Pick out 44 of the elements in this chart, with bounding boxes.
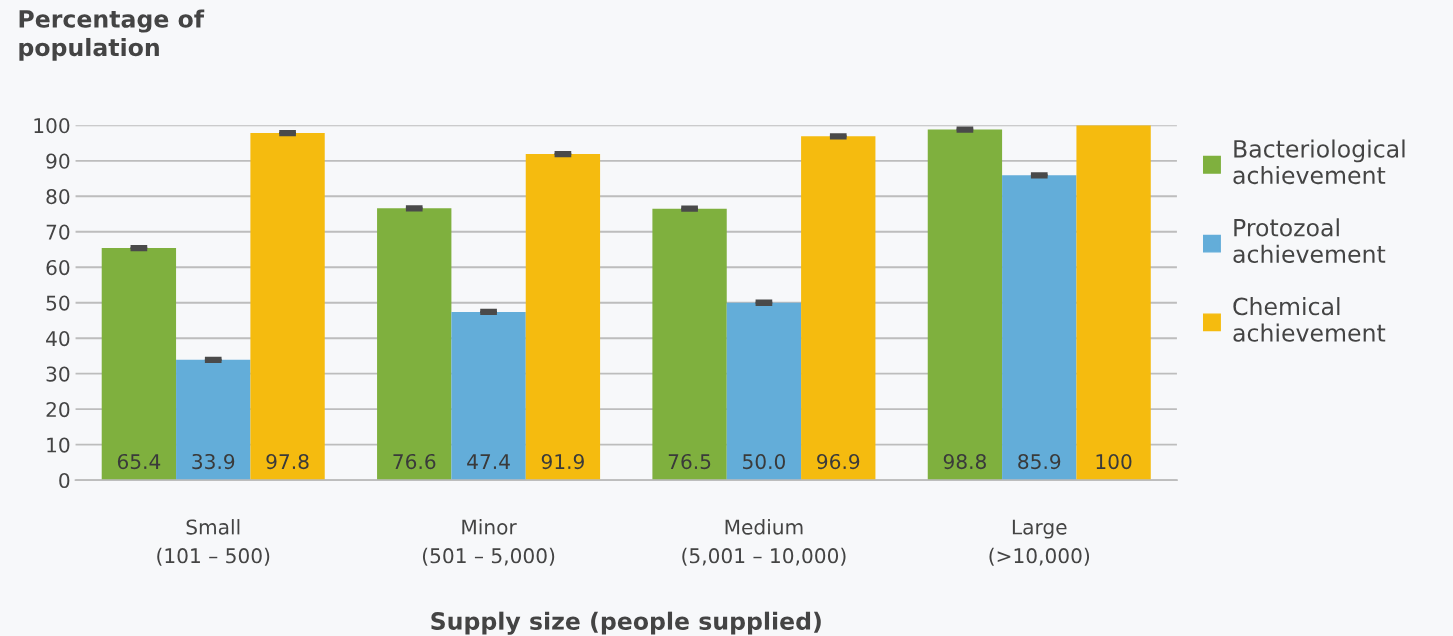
- bar: [1002, 175, 1077, 481]
- bar: [525, 154, 601, 481]
- legend-label: Protozoal achievement: [1233, 218, 1386, 263]
- bar: [101, 248, 177, 481]
- bar: [927, 129, 1003, 481]
- bar: [801, 136, 876, 481]
- text: 50.0: [743, 453, 785, 470]
- y-tick-label: 30: [46, 366, 70, 382]
- y-tick-label: 100: [34, 118, 70, 134]
- y-tick-label: 40: [46, 330, 70, 347]
- x-tick-label: Large (>10,000): [989, 519, 1090, 566]
- x-tick-label: Medium (5,001 – 10,000): [682, 519, 846, 566]
- text: 76.5: [668, 453, 711, 470]
- text: 65.4: [117, 453, 161, 470]
- y-tick-label: 60: [46, 259, 70, 276]
- y-axis-title: Percentage of population: [19, 9, 205, 61]
- y-tick-label: 10: [47, 437, 70, 453]
- y-tick-label: 90: [46, 153, 70, 169]
- bar: [1076, 125, 1151, 481]
- y-tick-label: 80: [46, 188, 70, 205]
- bar: [250, 133, 325, 481]
- text: 85.9: [1018, 453, 1061, 470]
- text: 97.8: [266, 453, 309, 470]
- x-axis-title: Supply size (people supplied): [431, 611, 821, 635]
- y-tick-label: 70: [46, 224, 70, 240]
- bar: [377, 208, 452, 481]
- y-tick-label: 20: [46, 401, 70, 418]
- text: 47.4: [467, 454, 510, 469]
- text: 91.9: [541, 453, 584, 470]
- bar: [652, 208, 727, 481]
- legend-label: Bacteriological achievement: [1233, 139, 1405, 185]
- legend-label: Chemical achievement: [1233, 297, 1386, 342]
- bar: [726, 302, 802, 481]
- x-tick-label: Small (101 – 500): [157, 519, 270, 566]
- x-tick-label: Minor (501 – 5,000): [422, 519, 555, 566]
- bar: [451, 311, 526, 481]
- text: 33.9: [192, 453, 235, 470]
- y-tick-label: 0: [59, 472, 70, 489]
- text: 100: [1096, 453, 1132, 470]
- y-tick-label: 50: [46, 295, 70, 311]
- text: 76.6: [393, 453, 436, 470]
- bar: [176, 359, 251, 481]
- text: 96.9: [817, 453, 860, 470]
- text: 98.8: [943, 453, 986, 470]
